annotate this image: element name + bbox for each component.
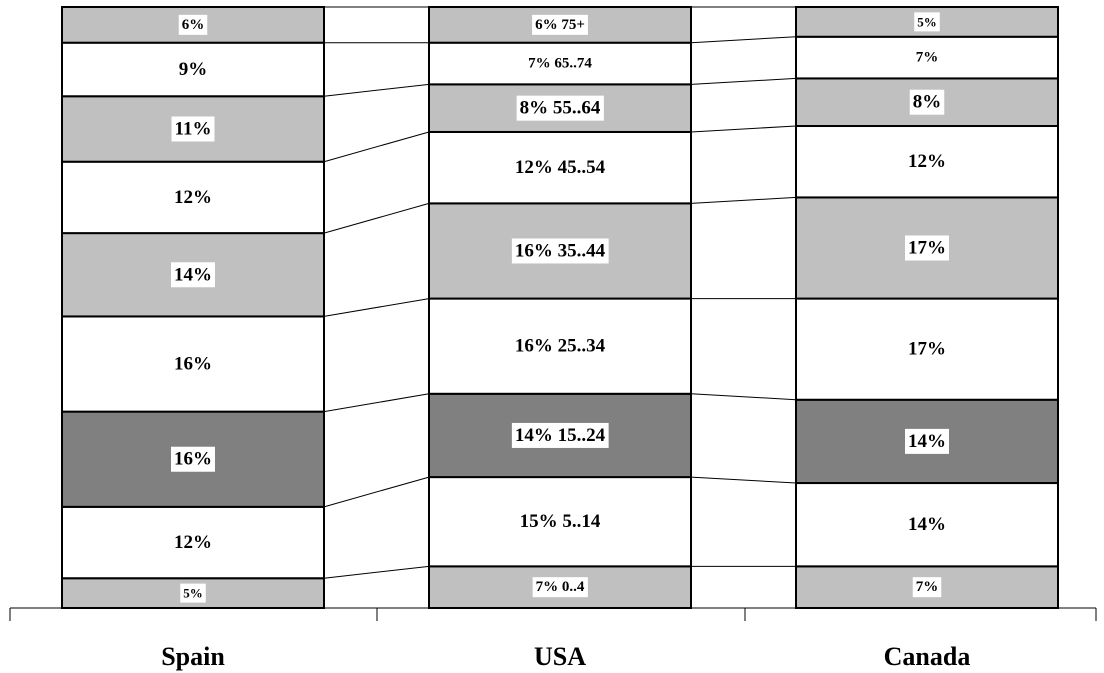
connector-line <box>690 77 797 85</box>
x-axis <box>9 607 1097 621</box>
value-label-usa-35-44: 16% 35..44 <box>515 240 606 261</box>
value-label-box-spain-75 <box>178 14 208 35</box>
value-label-canada-65-74: 7% <box>916 50 939 66</box>
value-label-box-usa-75 <box>532 14 588 35</box>
value-label-usa-25-34: 16% 25..34 <box>515 336 606 357</box>
category-label-spain: Spain <box>161 642 225 671</box>
connector-line <box>323 476 430 508</box>
value-label-canada-25-34: 17% <box>908 339 946 360</box>
value-label-box-canada-15-24 <box>905 428 949 454</box>
value-label-box-spain-35-44 <box>171 262 215 288</box>
value-label-spain-35-44: 14% <box>174 264 212 285</box>
connector-line <box>323 393 430 413</box>
connector-line <box>690 125 797 133</box>
connector-line <box>323 202 430 234</box>
value-label-usa-55-64: 8% 55..64 <box>520 98 601 119</box>
value-label-box-canada-75 <box>914 12 940 32</box>
connector-line <box>690 196 797 204</box>
value-label-canada-5-14: 14% <box>908 514 946 535</box>
value-label-usa-15-24: 14% 15..24 <box>515 425 606 446</box>
value-label-box-spain-15-24 <box>171 446 215 472</box>
value-label-box-usa-15-24 <box>511 422 609 448</box>
value-label-usa-75: 6% 75+ <box>535 17 585 33</box>
value-label-box-usa-55-64 <box>516 95 604 121</box>
connector-lines <box>323 6 797 579</box>
value-label-spain-65-74: 9% <box>179 59 208 80</box>
value-label-box-usa-0-4 <box>532 577 588 598</box>
value-label-spain-55-64: 11% <box>175 118 212 139</box>
value-labels: 5% 12% 16% 16% 14% 12% 11% 9% 6% 7% 0..4 15% 5..14… <box>171 12 949 603</box>
value-label-box-spain-55-64 <box>171 116 215 142</box>
connector-line <box>323 83 430 97</box>
value-label-box-spain-25-34 <box>171 351 215 377</box>
value-label-usa-45-54: 12% 45..54 <box>515 157 606 178</box>
value-label-usa-65-74: 7% 65..74 <box>528 56 592 72</box>
value-label-box-usa-5-14 <box>516 509 604 535</box>
category-label-canada: Canada <box>884 642 971 671</box>
value-label-box-canada-45-54 <box>905 149 949 175</box>
value-label-canada-0-4: 7% <box>916 579 939 595</box>
value-label-spain-5-14: 12% <box>174 532 212 553</box>
value-label-canada-75: 5% <box>917 14 937 29</box>
value-label-canada-55-64: 8% <box>913 92 942 113</box>
value-label-spain-25-34: 16% <box>174 354 212 375</box>
category-labels: Spain USA Canada <box>161 642 970 671</box>
connector-line <box>690 393 797 401</box>
value-label-box-canada-0-4 <box>912 577 942 598</box>
value-label-box-usa-35-44 <box>511 238 609 264</box>
value-label-spain-0-4: 5% <box>183 586 203 601</box>
value-label-box-usa-25-34 <box>511 333 609 359</box>
value-label-box-canada-65-74 <box>912 47 942 68</box>
value-label-spain-45-54: 12% <box>174 187 212 208</box>
value-label-box-spain-5-14 <box>171 530 215 556</box>
value-label-box-canada-5-14 <box>905 512 949 538</box>
value-label-spain-75: 6% <box>182 17 205 33</box>
category-label-usa: USA <box>534 642 586 671</box>
connector-line <box>323 131 430 163</box>
connector-line <box>323 298 430 317</box>
value-label-box-spain-45-54 <box>171 184 215 210</box>
value-label-box-canada-35-44 <box>905 235 949 261</box>
value-label-box-usa-65-74 <box>525 53 596 74</box>
value-label-canada-35-44: 17% <box>908 237 946 258</box>
value-label-usa-5-14: 15% 5..14 <box>520 511 601 532</box>
connector-line <box>323 565 430 579</box>
value-label-usa-0-4: 7% 0..4 <box>536 579 585 595</box>
bar-canada-5-14 <box>795 482 1059 568</box>
value-label-box-canada-25-34 <box>905 336 949 362</box>
value-label-box-spain-0-4 <box>180 583 206 603</box>
value-label-box-spain-65-74 <box>175 56 211 82</box>
connector-line <box>690 476 797 484</box>
value-label-box-canada-55-64 <box>909 89 945 115</box>
value-label-box-usa-45-54 <box>511 155 609 181</box>
value-label-canada-45-54: 12% <box>908 151 946 172</box>
value-label-spain-15-24: 16% <box>174 449 212 470</box>
connector-line <box>690 36 797 44</box>
value-label-canada-15-24: 14% <box>908 431 946 452</box>
